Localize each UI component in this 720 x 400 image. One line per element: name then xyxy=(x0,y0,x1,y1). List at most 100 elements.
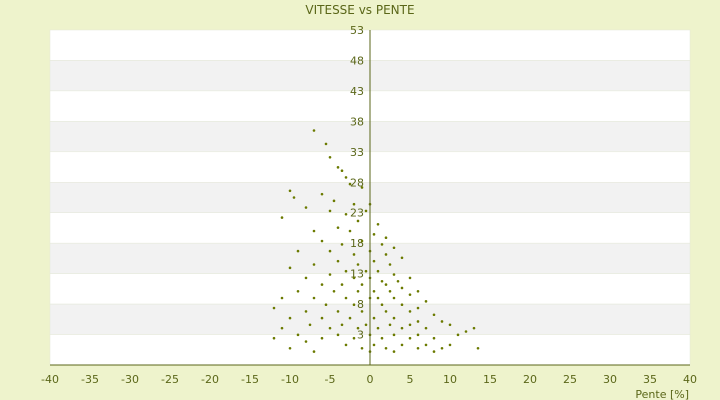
data-point xyxy=(472,326,476,330)
data-point xyxy=(392,350,396,353)
x-tick-label: 30 xyxy=(603,373,617,386)
data-point xyxy=(432,313,436,317)
y-tick-label: 18 xyxy=(350,237,364,250)
x-tick-label: 40 xyxy=(683,373,697,386)
data-point xyxy=(340,169,344,172)
data-point xyxy=(312,350,316,353)
data-point xyxy=(356,326,360,330)
data-point xyxy=(332,290,336,293)
data-point xyxy=(336,259,340,263)
data-point xyxy=(324,142,328,146)
data-point xyxy=(312,129,316,132)
x-tick-label: 35 xyxy=(643,373,657,386)
data-point xyxy=(292,196,296,199)
data-point xyxy=(328,156,332,159)
data-point xyxy=(408,336,412,340)
data-point xyxy=(380,303,384,307)
data-point xyxy=(340,243,344,246)
data-point xyxy=(388,290,392,293)
data-point xyxy=(296,249,300,253)
data-point xyxy=(320,239,324,243)
data-point xyxy=(396,279,400,283)
data-point xyxy=(336,226,340,229)
data-point xyxy=(456,333,460,337)
y-tick-label: 8 xyxy=(357,298,364,311)
x-tick-label: -15 xyxy=(241,373,259,386)
y-tick-label: 48 xyxy=(350,54,364,67)
y-tick-label: 38 xyxy=(350,115,364,128)
data-point xyxy=(352,202,356,206)
data-point xyxy=(312,229,316,233)
data-point xyxy=(392,296,396,300)
data-point xyxy=(360,239,364,243)
data-point xyxy=(320,192,324,196)
data-point xyxy=(376,296,380,300)
data-point xyxy=(344,269,348,273)
data-point xyxy=(372,259,376,263)
data-point xyxy=(280,216,284,219)
data-point xyxy=(332,199,336,203)
data-point xyxy=(408,323,412,327)
y-tick-label: 28 xyxy=(350,176,364,189)
data-point xyxy=(312,263,316,266)
data-point xyxy=(372,343,376,347)
data-point xyxy=(408,293,412,296)
data-point xyxy=(344,212,348,216)
data-point xyxy=(352,303,356,307)
x-tick-label: -5 xyxy=(325,373,336,386)
y-tick-label: 43 xyxy=(350,85,364,98)
data-point xyxy=(448,323,452,327)
data-point xyxy=(400,326,404,330)
x-tick-label: -20 xyxy=(201,373,219,386)
data-point xyxy=(448,343,452,347)
data-point xyxy=(360,186,364,189)
data-point xyxy=(352,253,356,256)
data-point xyxy=(376,269,380,273)
data-point xyxy=(416,320,420,323)
x-tick-label: -25 xyxy=(161,373,179,386)
data-point xyxy=(384,346,388,350)
x-axis-label: Pente [%] xyxy=(635,388,689,400)
data-point xyxy=(440,346,444,350)
data-point xyxy=(356,263,360,266)
data-point xyxy=(392,273,396,276)
data-point xyxy=(320,336,324,340)
data-point xyxy=(372,233,376,236)
data-point xyxy=(364,269,368,273)
data-point xyxy=(304,340,308,343)
y-tick-label: 13 xyxy=(350,268,364,281)
data-point xyxy=(424,326,428,330)
data-point xyxy=(388,323,392,327)
data-point xyxy=(384,236,388,239)
data-point xyxy=(364,209,368,213)
data-point xyxy=(424,343,428,347)
data-point xyxy=(384,310,388,313)
x-tick-label: 25 xyxy=(563,373,577,386)
data-point xyxy=(440,320,444,323)
y-tick-label: 3 xyxy=(357,329,364,342)
data-point xyxy=(356,219,360,223)
y-tick-label: 33 xyxy=(350,146,364,159)
x-tick-label: -35 xyxy=(81,373,99,386)
x-tick-label: 20 xyxy=(523,373,537,386)
data-point xyxy=(348,182,352,186)
data-point xyxy=(392,333,396,337)
data-point xyxy=(376,326,380,330)
y-tick-labels: 53 48 43 38 33 28 23 18 13 8 3 xyxy=(350,24,364,342)
data-point xyxy=(320,316,324,320)
data-point xyxy=(384,253,388,256)
data-point xyxy=(312,296,316,300)
x-tick-label: 5 xyxy=(407,373,414,386)
data-point xyxy=(400,343,404,347)
data-point xyxy=(328,326,332,330)
data-point xyxy=(356,290,360,293)
data-point xyxy=(304,310,308,313)
data-point xyxy=(320,283,324,286)
data-point xyxy=(296,290,300,293)
data-point xyxy=(400,256,404,260)
data-point xyxy=(336,333,340,337)
data-point xyxy=(408,276,412,280)
data-point xyxy=(380,279,384,283)
data-point xyxy=(364,323,368,327)
